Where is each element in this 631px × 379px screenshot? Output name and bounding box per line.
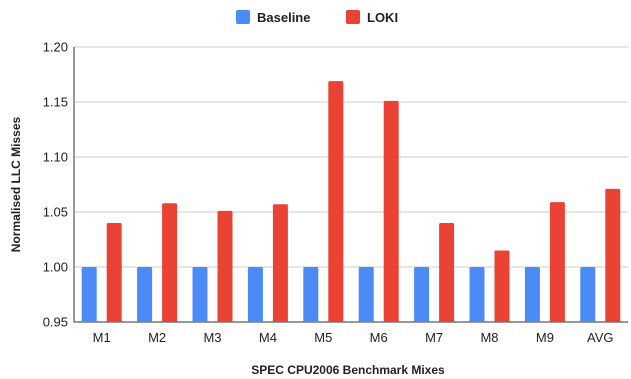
legend-swatch-loki: [346, 10, 360, 24]
bar-baseline-m2: [137, 267, 153, 322]
gridlines: [73, 46, 628, 323]
y-tick-label: 0.95: [43, 315, 68, 330]
legend-label-baseline: Baseline: [257, 10, 310, 25]
bar-loki-m7: [439, 223, 455, 322]
y-axis-title: Normalised LLC Misses: [9, 116, 23, 252]
x-tick-label: M8: [480, 330, 498, 345]
bar-baseline-m5: [303, 267, 319, 322]
bar-baseline-m7: [414, 267, 430, 322]
bar-baseline-m9: [524, 267, 540, 322]
bar-loki-m9: [549, 202, 565, 322]
bar-loki-m6: [383, 100, 399, 323]
x-axis-title: SPEC CPU2006 Benchmark Mixes: [251, 363, 445, 377]
y-tick-label: 1.00: [43, 260, 68, 275]
x-tick-label: M2: [148, 330, 166, 345]
bar-loki-m2: [162, 203, 178, 322]
x-axis-ticks: M1 M2 M3 M4 M5 M6 M7 M8 M9 AVG: [93, 330, 614, 345]
bar-loki-m3: [217, 210, 233, 322]
y-tick-label: 1.20: [43, 40, 68, 55]
bar-loki-m1: [106, 223, 122, 322]
x-tick-label: M3: [203, 330, 221, 345]
y-tick-label: 1.10: [43, 150, 68, 165]
bar-baseline-m4: [247, 267, 263, 322]
bar-baseline-avg: [580, 267, 596, 322]
bars: [81, 81, 621, 323]
y-axis-ticks: 0.95 1.00 1.05 1.10 1.15 1.20: [43, 40, 68, 330]
legend-swatch-baseline: [236, 10, 250, 24]
legend-label-loki: LOKI: [367, 10, 398, 25]
y-tick-label: 1.05: [43, 205, 68, 220]
bar-baseline-m6: [358, 267, 374, 322]
x-tick-label: M9: [536, 330, 554, 345]
bar-loki-m5: [328, 81, 344, 322]
y-tick-label: 1.15: [43, 95, 68, 110]
bar-loki-avg: [605, 188, 621, 322]
x-tick-label: M4: [259, 330, 277, 345]
x-tick-label: M1: [93, 330, 111, 345]
bar-loki-m4: [272, 204, 288, 322]
x-tick-label: M6: [370, 330, 388, 345]
x-tick-label: M5: [314, 330, 332, 345]
bar-baseline-m3: [192, 267, 208, 322]
x-tick-label: M7: [425, 330, 443, 345]
bar-baseline-m8: [469, 267, 485, 322]
bar-loki-m8: [494, 250, 510, 322]
legend: Baseline LOKI: [236, 10, 398, 25]
x-tick-label: AVG: [587, 330, 614, 345]
bar-baseline-m1: [81, 267, 97, 322]
